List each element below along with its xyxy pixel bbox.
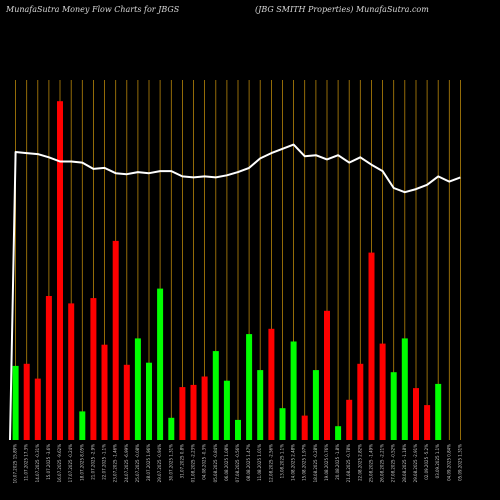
x-tick-label: 05.08.2025 -0.84%: [213, 444, 218, 483]
bar: [435, 383, 442, 440]
x-tick-label: 13.08.2025 1.1%: [280, 444, 285, 479]
bar: [79, 411, 86, 440]
bar: [45, 296, 52, 440]
bar: [268, 328, 275, 440]
x-tick-label: 06.08.2025 1.08%: [224, 444, 229, 481]
bar: [179, 387, 186, 440]
bar: [90, 298, 97, 440]
bar: [413, 388, 419, 440]
bar: [379, 343, 386, 440]
x-tick-label: 18.08.2025 -0.28%: [313, 444, 318, 483]
x-tick-label: 16.07.2025 -9.62%: [57, 444, 62, 483]
x-tick-label: 30.07.2025 1.31%: [168, 444, 173, 481]
x-tick-label: 31.07.2025 0.8%: [179, 444, 184, 479]
bar: [368, 252, 375, 440]
x-tick-label: 04.08.2025 -0.3%: [202, 444, 207, 480]
bar: [68, 303, 75, 440]
bar: [257, 370, 264, 440]
x-tick-label: 10.07.2025 15.89%: [13, 444, 18, 484]
bar: [212, 351, 219, 440]
bar: [201, 376, 208, 440]
bar: [346, 399, 353, 440]
x-tick-label: 21.07.2025 -2.9%: [90, 444, 95, 480]
bar: [34, 378, 41, 440]
bar: [223, 380, 230, 440]
x-tick-label: 28.08.2025 -1.18%: [402, 444, 407, 483]
chart-title: MunafaSutra Money Flow Charts for JBGS: [6, 5, 180, 14]
bar: [335, 426, 342, 440]
bar: [23, 363, 30, 440]
x-tick-label: 14.08.2025 2.48%: [291, 444, 296, 481]
bar: [57, 101, 63, 440]
bar: [390, 372, 397, 440]
x-tick-label: 01.08.2025 -2.23%: [191, 444, 196, 483]
bar: [312, 370, 319, 440]
x-tick-label: 29.08.2025 -2.91%: [413, 444, 418, 483]
bar: [357, 363, 364, 440]
x-tick-label: 08.08.2025 1.47%: [246, 444, 251, 481]
x-tick-label: 29.07.2025 -0.94%: [157, 444, 162, 483]
bar: [401, 338, 408, 440]
bar: [146, 362, 152, 440]
x-tick-label: 11.08.2025 1.01%: [257, 444, 262, 481]
x-tick-label: 20.08.2025 -1.8%: [335, 444, 340, 480]
series-line: [9, 143, 461, 441]
bar: [12, 365, 19, 440]
x-tick-label: 03.09.2025 1.1%: [435, 444, 440, 479]
x-tick-label: 17.07.2025 -0.24%: [68, 444, 73, 483]
bar: [134, 338, 141, 440]
x-tick-label: 02.09.2025 -5.2%: [424, 444, 429, 480]
x-tick-label: 23.07.2025 -1.46%: [113, 444, 118, 483]
bar: [190, 384, 197, 440]
x-tick-label: 04.09.2025 0.84%: [446, 444, 451, 481]
bar: [290, 341, 297, 440]
x-tick-label: 22.07.2025 -1.1%: [102, 444, 107, 480]
x-tick-label: 25.08.2025 -1.49%: [369, 444, 374, 483]
bar: [246, 334, 253, 440]
x-tick-label: 19.08.2025 0.76%: [324, 444, 329, 481]
bar: [123, 364, 130, 440]
bar: [112, 240, 119, 440]
bar: [101, 344, 108, 440]
x-tick-label: 28.07.2025 1.96%: [146, 444, 151, 481]
x-tick-label: 26.08.2025 -2.21%: [380, 444, 385, 483]
bar: [235, 419, 241, 440]
x-tick-label: 21.08.2025 -0.78%: [346, 444, 351, 483]
bar: [301, 415, 308, 440]
x-tick-label: 27.08.2025 -0.52%: [391, 444, 396, 483]
x-tick-label: 11.07.2025 17.3%: [24, 444, 29, 481]
bar: [279, 408, 286, 440]
bar: [324, 310, 330, 440]
bar: [168, 417, 175, 440]
x-tick-label: 12.08.2025 -2.56%: [268, 444, 273, 483]
bar: [424, 405, 431, 440]
x-tick-label: 22.08.2025 2.82%: [357, 444, 362, 481]
x-tick-label: 05.09.2025 1.31%: [457, 444, 462, 481]
x-tick-label: 25.07.2025 -0.08%: [135, 444, 140, 483]
chart-subtitle: (JBG SMITH Properties) MunafaSutra.com: [255, 5, 429, 14]
bar: [157, 288, 164, 440]
x-tick-label: 15.07.2025 -3.6%: [46, 444, 51, 480]
x-tick-label: 24.07.2025 -6.99%: [124, 444, 129, 483]
x-tick-label: 07.08.2025 -0.56%: [235, 444, 240, 483]
x-tick-label: 18.07.2025 8.05%: [79, 444, 84, 481]
x-tick-label: 15.08.2025 1.97%: [302, 444, 307, 481]
x-tick-label: 14.07.2025 -0.31%: [35, 444, 40, 483]
